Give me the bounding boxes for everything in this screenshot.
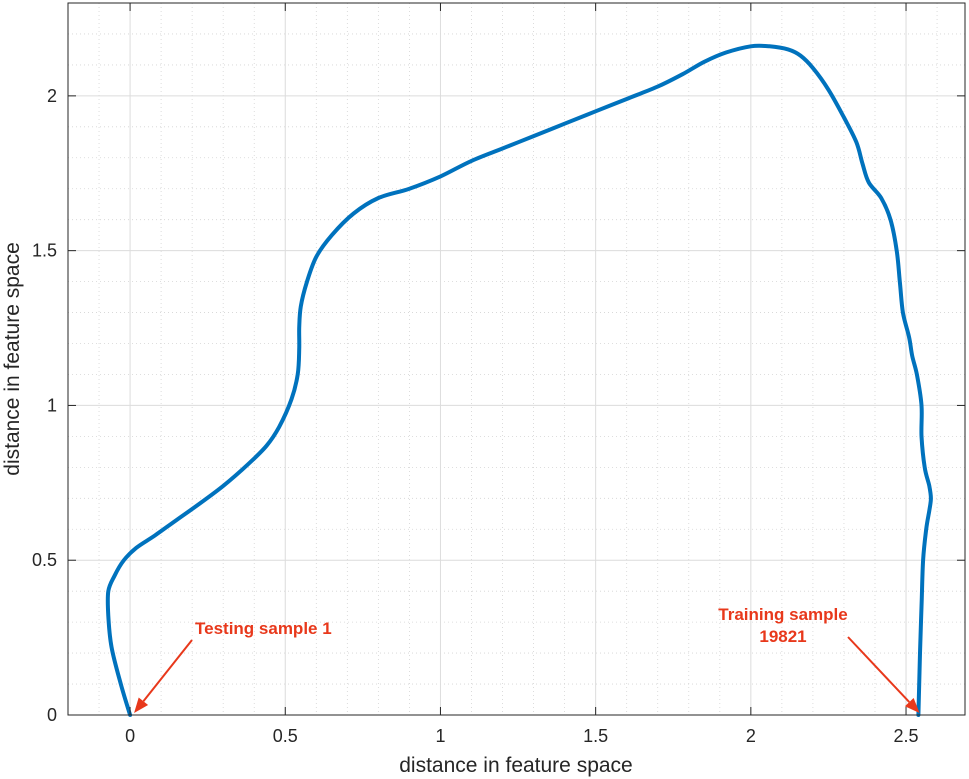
arrow-training-sample-shaft [847, 636, 910, 703]
x-tick-labels: 0 0.5 1 1.5 2 2.5 [125, 3, 919, 746]
x-tick-label: 2 [746, 726, 756, 746]
x-tick-label: 0 [125, 726, 135, 746]
x-axis-label: distance in feature space [399, 754, 632, 777]
annotation-testing-sample: Testing sample 1 [195, 619, 332, 638]
y-tick-label: 1 [47, 395, 57, 415]
y-axis-label: distance in feature space [1, 242, 24, 475]
y-tick-label: 0.5 [32, 550, 57, 570]
arrow-testing-sample-head [134, 697, 149, 713]
y-tick-labels: 0 0.5 1 1.5 2 [32, 86, 965, 725]
x-tick-label: 2.5 [894, 726, 919, 746]
minor-grid [67, 2, 965, 715]
y-tick-label: 1.5 [32, 241, 57, 261]
series-layer [105, 43, 933, 717]
y-tick-label: 2 [47, 86, 57, 106]
annotations: Testing sample 1 Training sample 19821 [134, 605, 920, 713]
annotation-training-sample: Training sample 19821 [718, 605, 847, 646]
plot-frame [67, 2, 966, 716]
series-line [105, 43, 933, 717]
x-tick-label: 0.5 [273, 726, 298, 746]
x-tick-label: 1.5 [583, 726, 608, 746]
arrow-training-sample-head [904, 697, 920, 713]
plot-background [68, 3, 965, 715]
arrow-testing-sample-shaft [142, 639, 193, 702]
x-tick-label: 1 [435, 726, 445, 746]
y-tick-label: 0 [47, 705, 57, 725]
